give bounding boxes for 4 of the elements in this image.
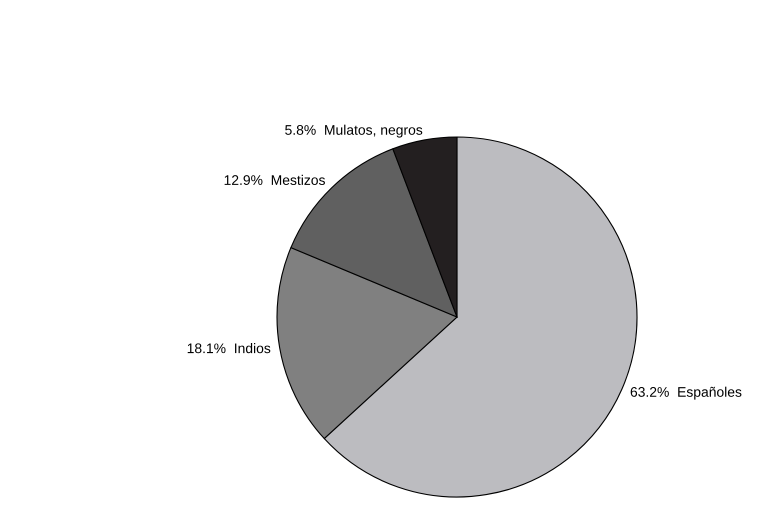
slice-label: 5.8% Mulatos, negros	[285, 124, 422, 138]
slice-label: 63.2% Españoles	[630, 386, 742, 400]
slice-label: 12.9% Mestizos	[224, 174, 325, 185]
slice-label: 18.1% Indios	[188, 343, 270, 354]
